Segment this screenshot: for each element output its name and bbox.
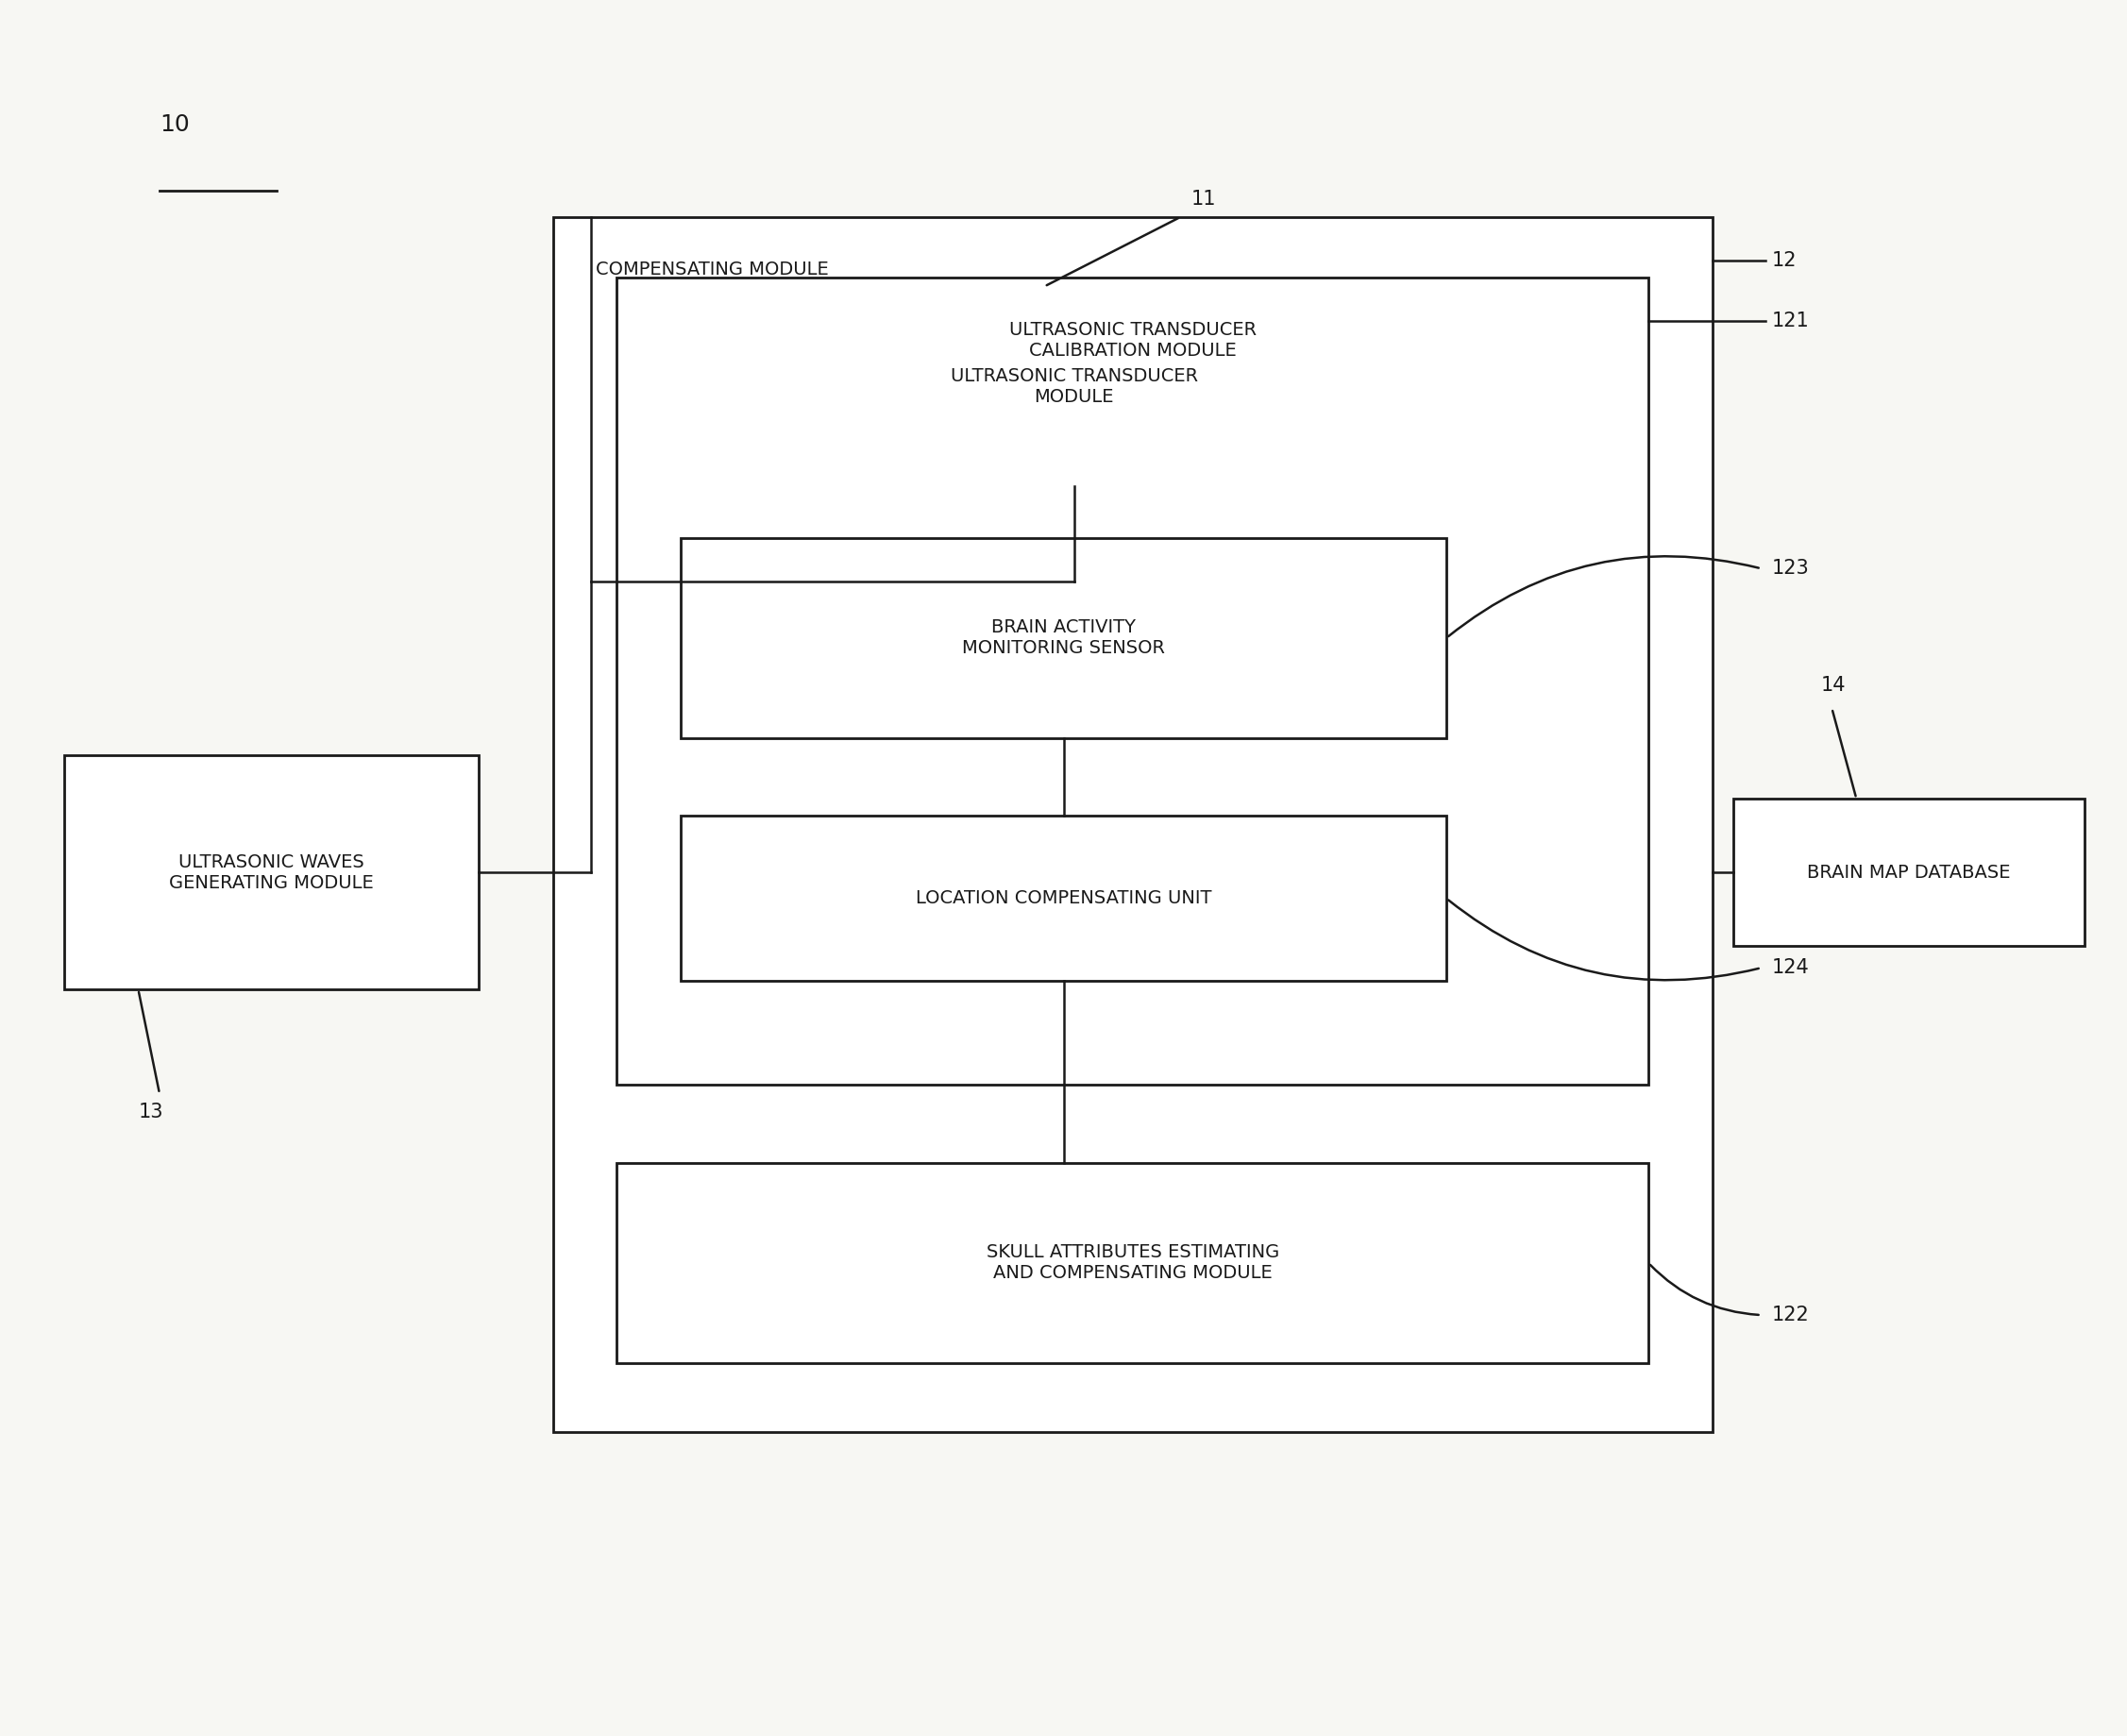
Text: 12: 12 xyxy=(1772,252,1797,269)
Text: BRAIN MAP DATABASE: BRAIN MAP DATABASE xyxy=(1808,863,2010,882)
Text: 11: 11 xyxy=(1191,189,1217,208)
Bar xyxy=(617,278,1648,1085)
Text: ULTRASONIC TRANSDUCER
MODULE: ULTRASONIC TRANSDUCER MODULE xyxy=(951,366,1198,406)
Text: SKULL ATTRIBUTES ESTIMATING
AND COMPENSATING MODULE: SKULL ATTRIBUTES ESTIMATING AND COMPENSA… xyxy=(987,1243,1278,1283)
Bar xyxy=(64,755,479,990)
Text: COMPENSATING MODULE: COMPENSATING MODULE xyxy=(596,260,830,278)
Text: 123: 123 xyxy=(1772,559,1810,578)
Bar xyxy=(681,538,1446,738)
Text: 122: 122 xyxy=(1772,1305,1810,1325)
Bar xyxy=(553,217,1712,1432)
Text: BRAIN ACTIVITY
MONITORING SENSOR: BRAIN ACTIVITY MONITORING SENSOR xyxy=(961,618,1166,658)
Bar xyxy=(1734,799,2084,946)
Text: LOCATION COMPENSATING UNIT: LOCATION COMPENSATING UNIT xyxy=(915,889,1212,908)
Bar xyxy=(617,1163,1648,1363)
Text: 13: 13 xyxy=(138,1102,164,1121)
Bar xyxy=(776,286,1372,486)
Text: 121: 121 xyxy=(1772,312,1810,330)
Text: 124: 124 xyxy=(1772,958,1810,977)
Bar xyxy=(681,816,1446,981)
Text: 10: 10 xyxy=(160,113,189,135)
Text: ULTRASONIC TRANSDUCER
CALIBRATION MODULE: ULTRASONIC TRANSDUCER CALIBRATION MODULE xyxy=(1008,321,1257,359)
Text: 14: 14 xyxy=(1821,675,1846,694)
Text: ULTRASONIC WAVES
GENERATING MODULE: ULTRASONIC WAVES GENERATING MODULE xyxy=(168,852,374,892)
